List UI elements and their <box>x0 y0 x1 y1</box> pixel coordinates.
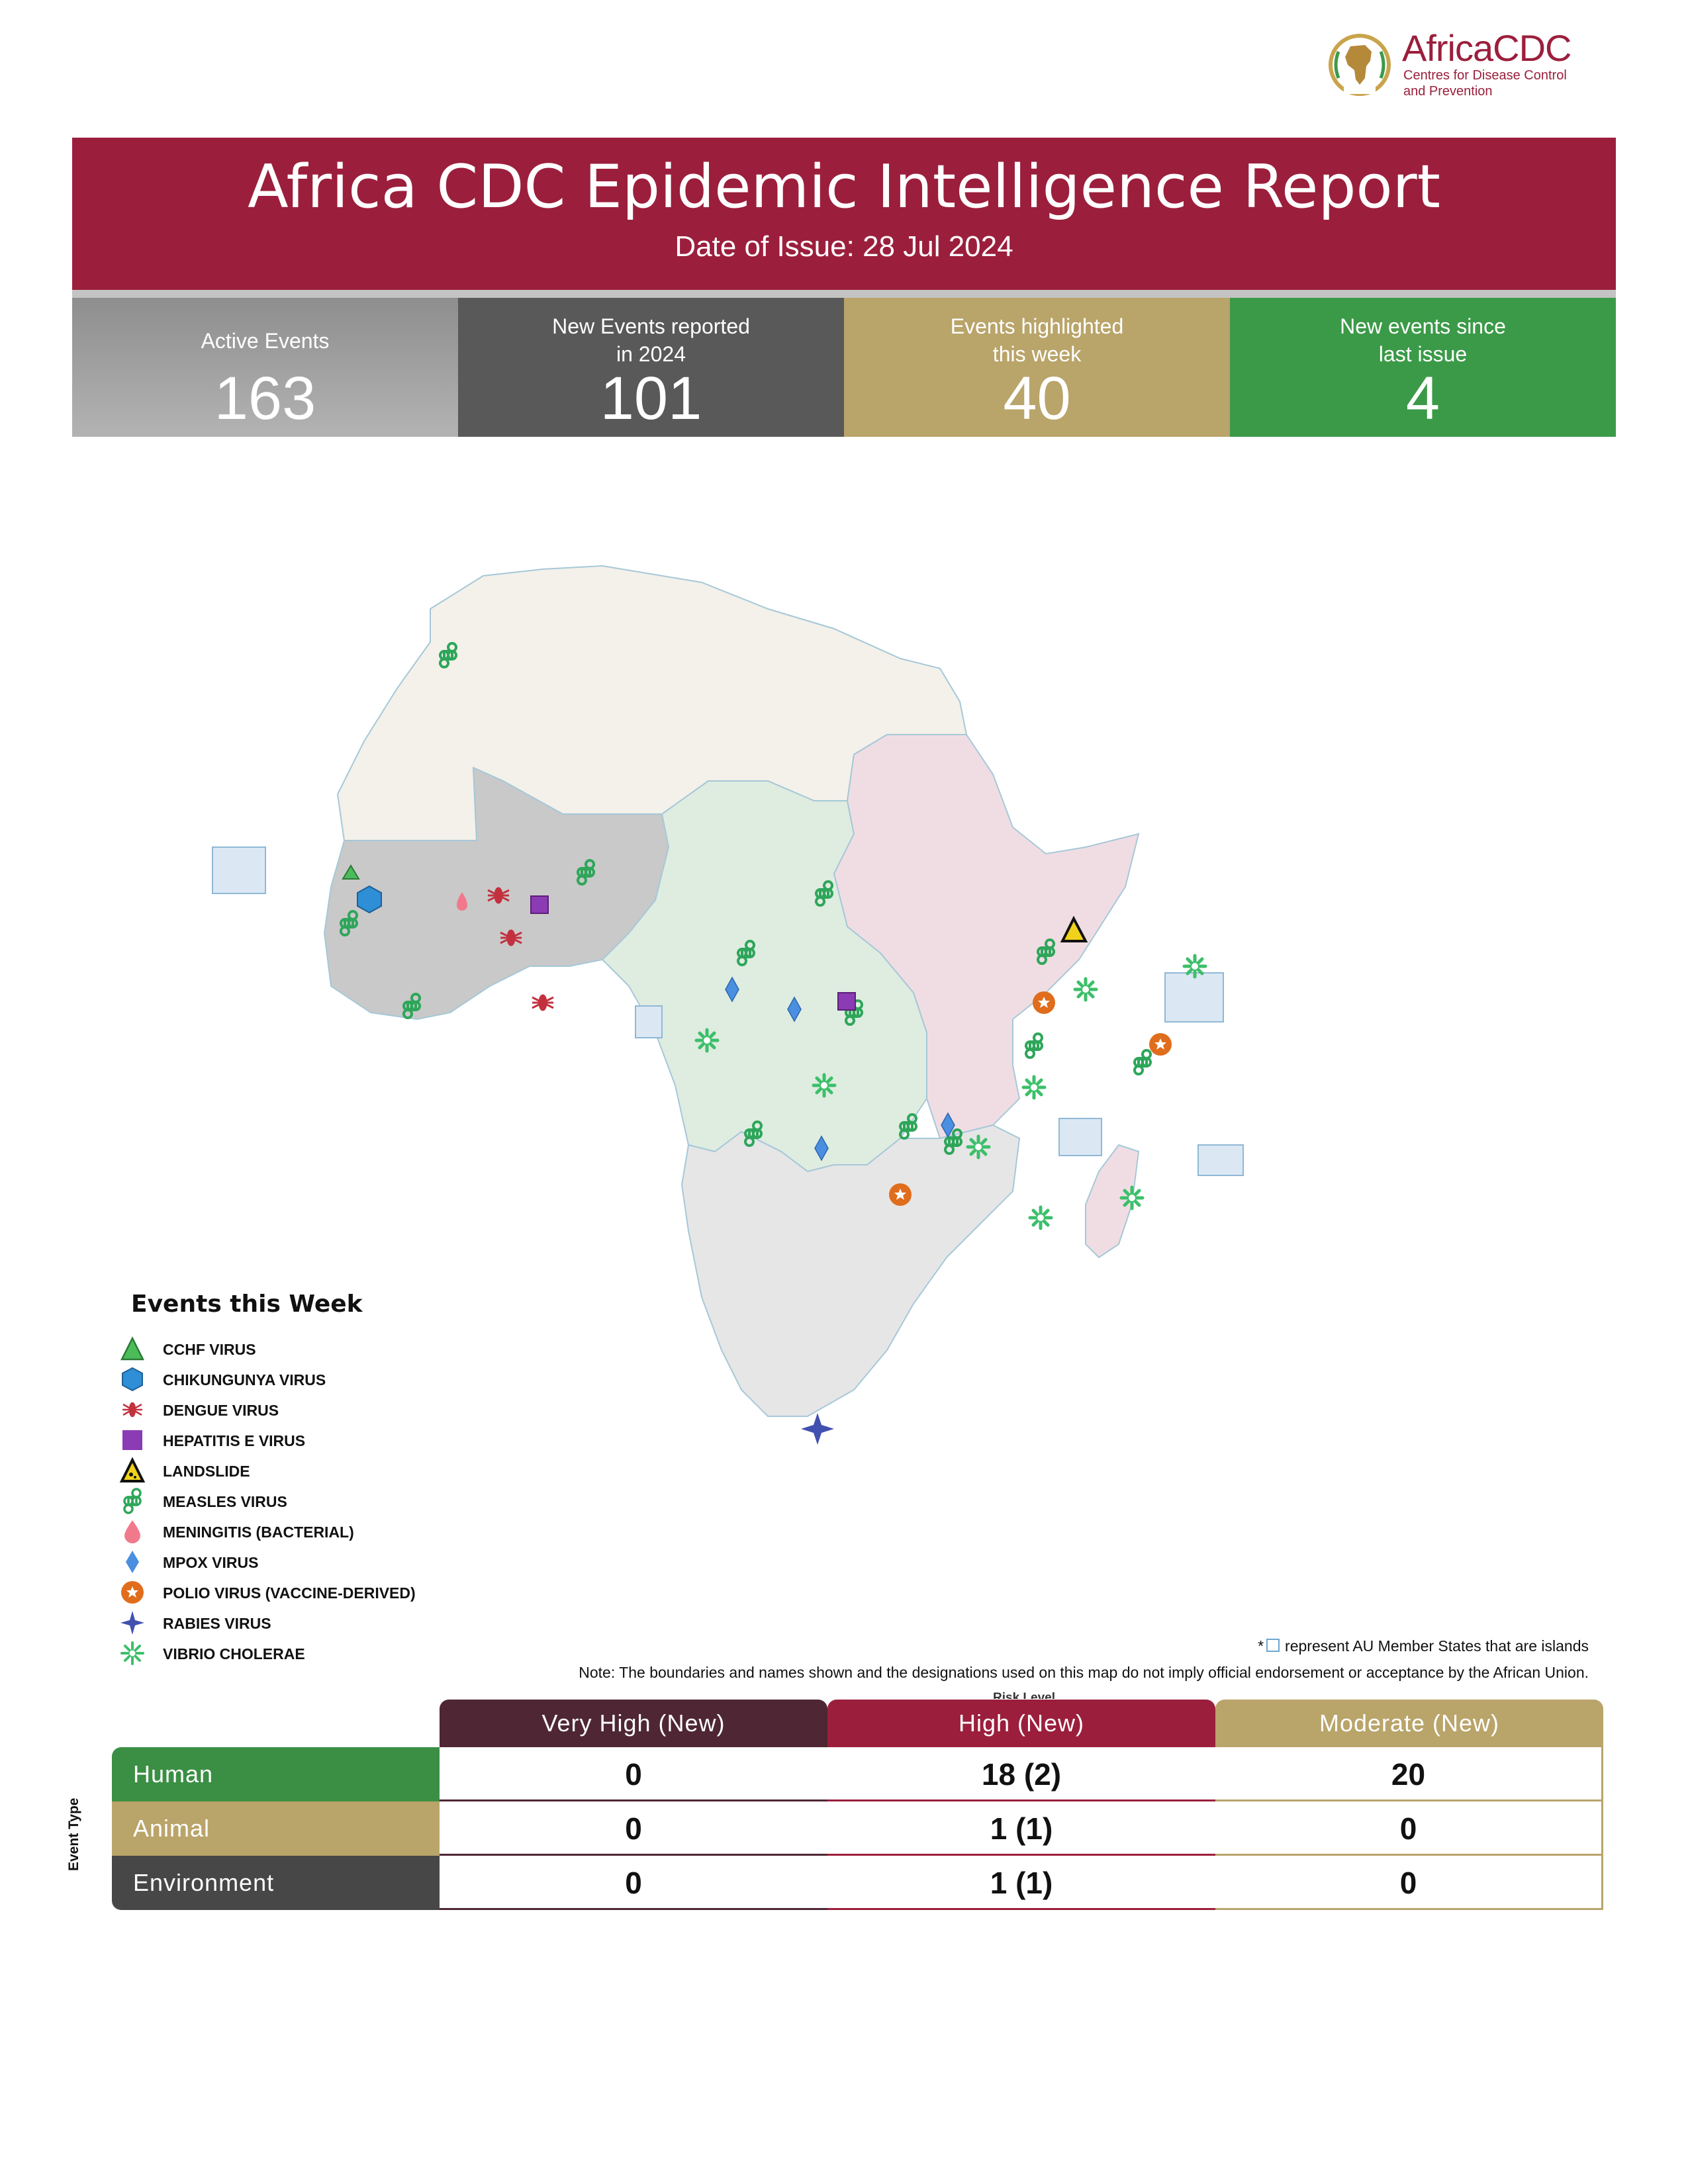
risk-level-table: Risk Level Event Type Very High (New) Hi… <box>66 1691 1622 1929</box>
row-label-human: Human <box>112 1747 440 1801</box>
burst-icon <box>120 1641 144 1665</box>
cholera-marker[interactable] <box>814 1075 835 1096</box>
africa-cdc-logo: AfricaCDC Centres for Disease Control an… <box>1324 26 1589 103</box>
island-box-icon <box>1266 1639 1280 1652</box>
chikungunya-marker[interactable] <box>357 885 382 914</box>
legend-item: MEASLES VIRUS <box>119 1488 490 1514</box>
hepatitis-e-marker[interactable] <box>530 895 549 914</box>
square-icon <box>122 1430 142 1450</box>
dengue-marker[interactable] <box>531 994 555 1011</box>
africa-event-map <box>212 565 1244 1445</box>
meningitis-marker[interactable] <box>457 892 467 911</box>
cell-human-moderate: 20 <box>1215 1747 1603 1801</box>
cholera-marker[interactable] <box>696 1030 718 1051</box>
polio-marker[interactable] <box>1033 991 1055 1014</box>
legend-item: MPOX VIRUS <box>119 1549 490 1575</box>
legend-item: MENINGITIS (BACTERIAL) <box>119 1518 490 1545</box>
cell-environment-moderate: 0 <box>1215 1856 1603 1910</box>
stat-label: this week <box>992 342 1082 366</box>
cell-human-high: 18 (2) <box>827 1747 1215 1801</box>
hepatitis-e-marker[interactable] <box>837 992 856 1011</box>
stat-label: New Events reported <box>552 314 750 338</box>
cholera-marker[interactable] <box>1023 1077 1045 1098</box>
issue-date: Date of Issue: 28 Jul 2024 <box>675 230 1013 263</box>
cell-animal-very-high: 0 <box>440 1801 827 1856</box>
star-circle-icon <box>121 1581 144 1604</box>
cell-human-very-high: 0 <box>440 1747 827 1801</box>
landslide-marker[interactable] <box>1060 915 1088 942</box>
cchf-marker[interactable] <box>342 864 360 880</box>
cholera-marker[interactable] <box>968 1136 989 1158</box>
cell-environment-high: 1 (1) <box>827 1856 1215 1910</box>
legend-item: CHIKUNGUNYA VIRUS <box>119 1366 490 1392</box>
map-legend: Events this Week CCHF VIRUS CHIKUNGUNYA … <box>119 1291 490 1674</box>
legend-item: DENGUE VIRUS <box>119 1396 490 1423</box>
map-disclaimer: Note: The boundaries and names shown and… <box>579 1664 1589 1681</box>
stat-value: 4 <box>1405 365 1440 432</box>
stat-label: in 2024 <box>616 342 686 366</box>
stat-value: 101 <box>600 365 702 432</box>
row-label-environment: Environment <box>112 1856 440 1910</box>
stat-label: New events since <box>1340 314 1506 338</box>
legend-item: RABIES VIRUS <box>119 1610 490 1636</box>
event-type-axis-label: Event Type <box>66 1797 81 1871</box>
triangle-icon <box>120 1336 145 1361</box>
event-markers <box>339 642 1205 1445</box>
four-point-star-icon <box>120 1611 144 1635</box>
diamond-icon <box>126 1551 139 1573</box>
legend-item: POLIO VIRUS (VACCINE-DERIVED) <box>119 1579 490 1606</box>
stat-value: 163 <box>214 365 316 432</box>
polio-marker[interactable] <box>1149 1033 1172 1056</box>
legend-item: VIBRIO CHOLERAE <box>119 1640 490 1666</box>
stat-highlighted-events: Events highlighted this week 40 <box>844 290 1230 437</box>
stat-active-events: Active Events 163 <box>72 290 458 437</box>
landslide-icon <box>119 1457 146 1482</box>
column-moderate: Moderate (New) <box>1215 1700 1603 1747</box>
stat-new-events-2024: New Events reported in 2024 101 <box>458 290 844 437</box>
legend-item: LANDSLIDE <box>119 1457 490 1484</box>
legend-item: HEPATITIS E VIRUS <box>119 1427 490 1453</box>
polio-marker[interactable] <box>889 1183 912 1206</box>
column-very-high: Very High (New) <box>440 1700 827 1747</box>
droplet-icon <box>124 1520 140 1543</box>
stat-label: last issue <box>1378 342 1468 366</box>
stat-value: 40 <box>1003 365 1071 432</box>
column-high: High (New) <box>827 1700 1215 1747</box>
stat-new-since-last: New events since last issue 4 <box>1230 290 1616 437</box>
region-east-africa <box>833 734 1140 1259</box>
africa-cdc-seal-icon <box>1329 34 1391 96</box>
cholera-marker[interactable] <box>1075 979 1096 1000</box>
cell-environment-very-high: 0 <box>440 1856 827 1910</box>
logo-brand-text: AfricaCDC <box>1402 27 1571 69</box>
risk-level-caption: Risk Level <box>993 1691 1055 1699</box>
hexagon-icon <box>122 1367 143 1392</box>
legend-title: Events this Week <box>131 1291 363 1318</box>
stat-label: Active Events <box>201 329 330 353</box>
cholera-marker[interactable] <box>1184 956 1205 977</box>
measles-marker[interactable] <box>1133 1049 1152 1075</box>
measles-marker[interactable] <box>1024 1032 1044 1059</box>
legend-item: CCHF VIRUS <box>119 1336 490 1362</box>
logo-subtitle: Centres for Disease Control and Preventi… <box>1403 68 1567 99</box>
report-header: Africa CDC Epidemic Intelligence Report … <box>72 138 1616 290</box>
report-title: Africa CDC Epidemic Intelligence Report <box>248 152 1440 222</box>
stat-label: Events highlighted <box>950 314 1124 338</box>
cholera-marker[interactable] <box>1030 1207 1051 1228</box>
cell-animal-moderate: 0 <box>1215 1801 1603 1856</box>
rabies-marker[interactable] <box>801 1413 834 1445</box>
row-label-animal: Animal <box>112 1801 440 1856</box>
region-southern-africa <box>680 1124 1021 1417</box>
command-icon <box>123 1488 142 1514</box>
mosquito-icon <box>122 1402 142 1418</box>
islands-note: * represent AU Member States that are isl… <box>1258 1637 1589 1655</box>
cholera-marker[interactable] <box>1121 1187 1143 1208</box>
island-markers <box>212 846 1244 1176</box>
cell-animal-high: 1 (1) <box>827 1801 1215 1856</box>
stats-bar: Active Events 163 New Events reported in… <box>72 290 1616 437</box>
